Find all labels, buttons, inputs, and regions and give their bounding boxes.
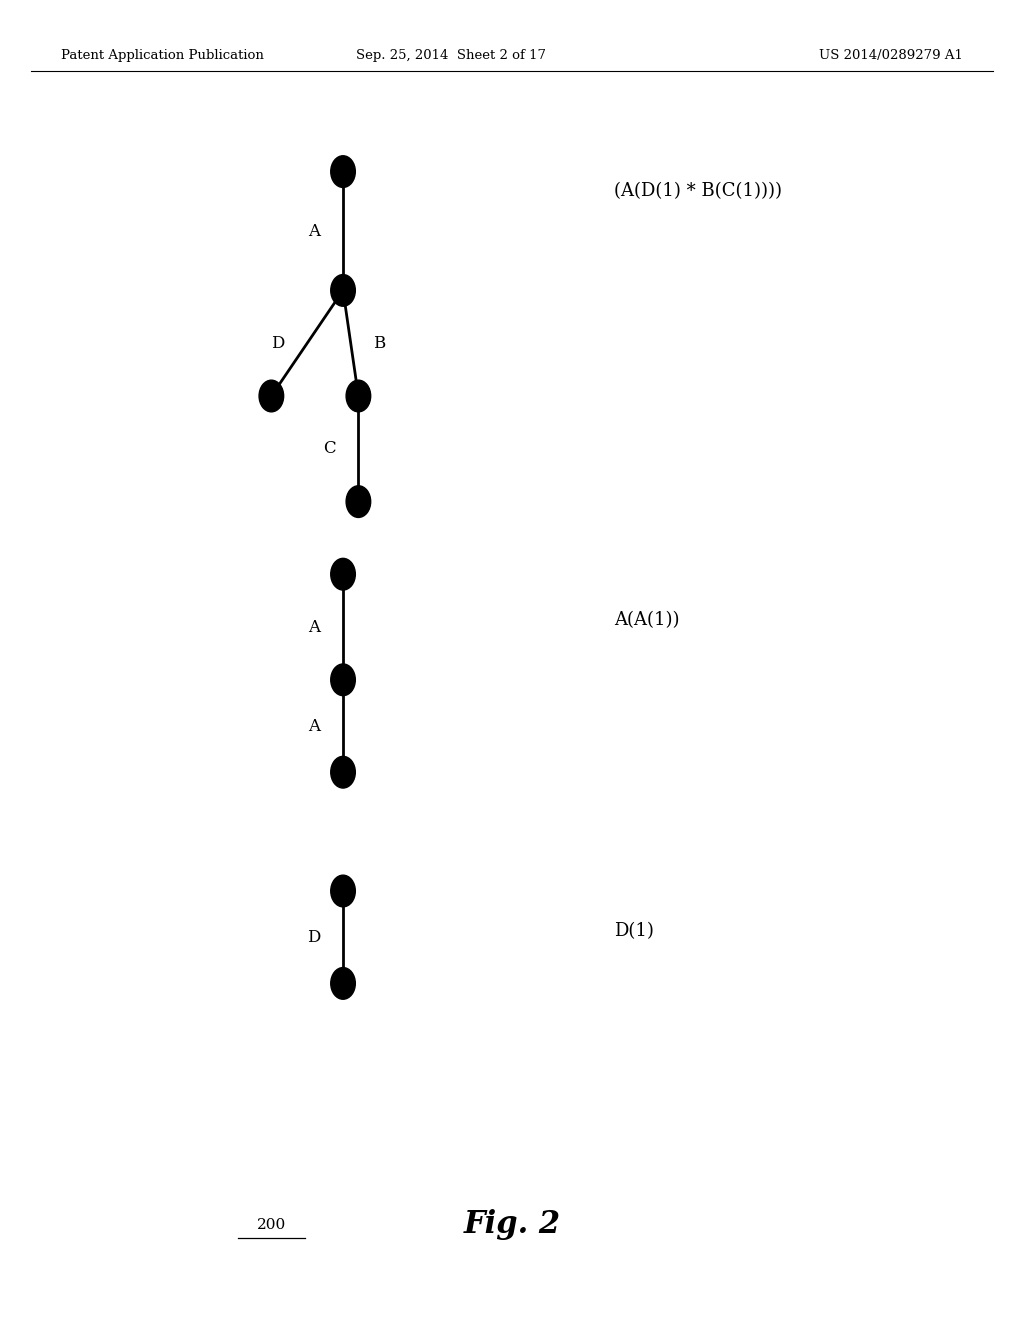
Circle shape: [331, 968, 355, 999]
Text: D(1): D(1): [614, 921, 654, 940]
Text: A: A: [308, 718, 321, 734]
Text: A: A: [308, 619, 321, 635]
Text: D: D: [307, 929, 321, 945]
Text: D: D: [271, 335, 285, 351]
Text: Sep. 25, 2014  Sheet 2 of 17: Sep. 25, 2014 Sheet 2 of 17: [355, 49, 546, 62]
Text: B: B: [374, 335, 385, 351]
Circle shape: [259, 380, 284, 412]
Text: US 2014/0289279 A1: US 2014/0289279 A1: [818, 49, 963, 62]
Circle shape: [346, 380, 371, 412]
Text: A: A: [308, 223, 321, 239]
Circle shape: [331, 156, 355, 187]
Circle shape: [331, 756, 355, 788]
Circle shape: [346, 486, 371, 517]
Text: 200: 200: [257, 1218, 286, 1232]
Text: Fig. 2: Fig. 2: [464, 1209, 560, 1241]
Text: Patent Application Publication: Patent Application Publication: [61, 49, 264, 62]
Circle shape: [331, 275, 355, 306]
Circle shape: [331, 558, 355, 590]
Circle shape: [331, 664, 355, 696]
Text: C: C: [324, 441, 336, 457]
Text: (A(D(1) * B(C(1)))): (A(D(1) * B(C(1)))): [614, 182, 782, 201]
Text: A(A(1)): A(A(1)): [614, 611, 680, 630]
Circle shape: [331, 875, 355, 907]
